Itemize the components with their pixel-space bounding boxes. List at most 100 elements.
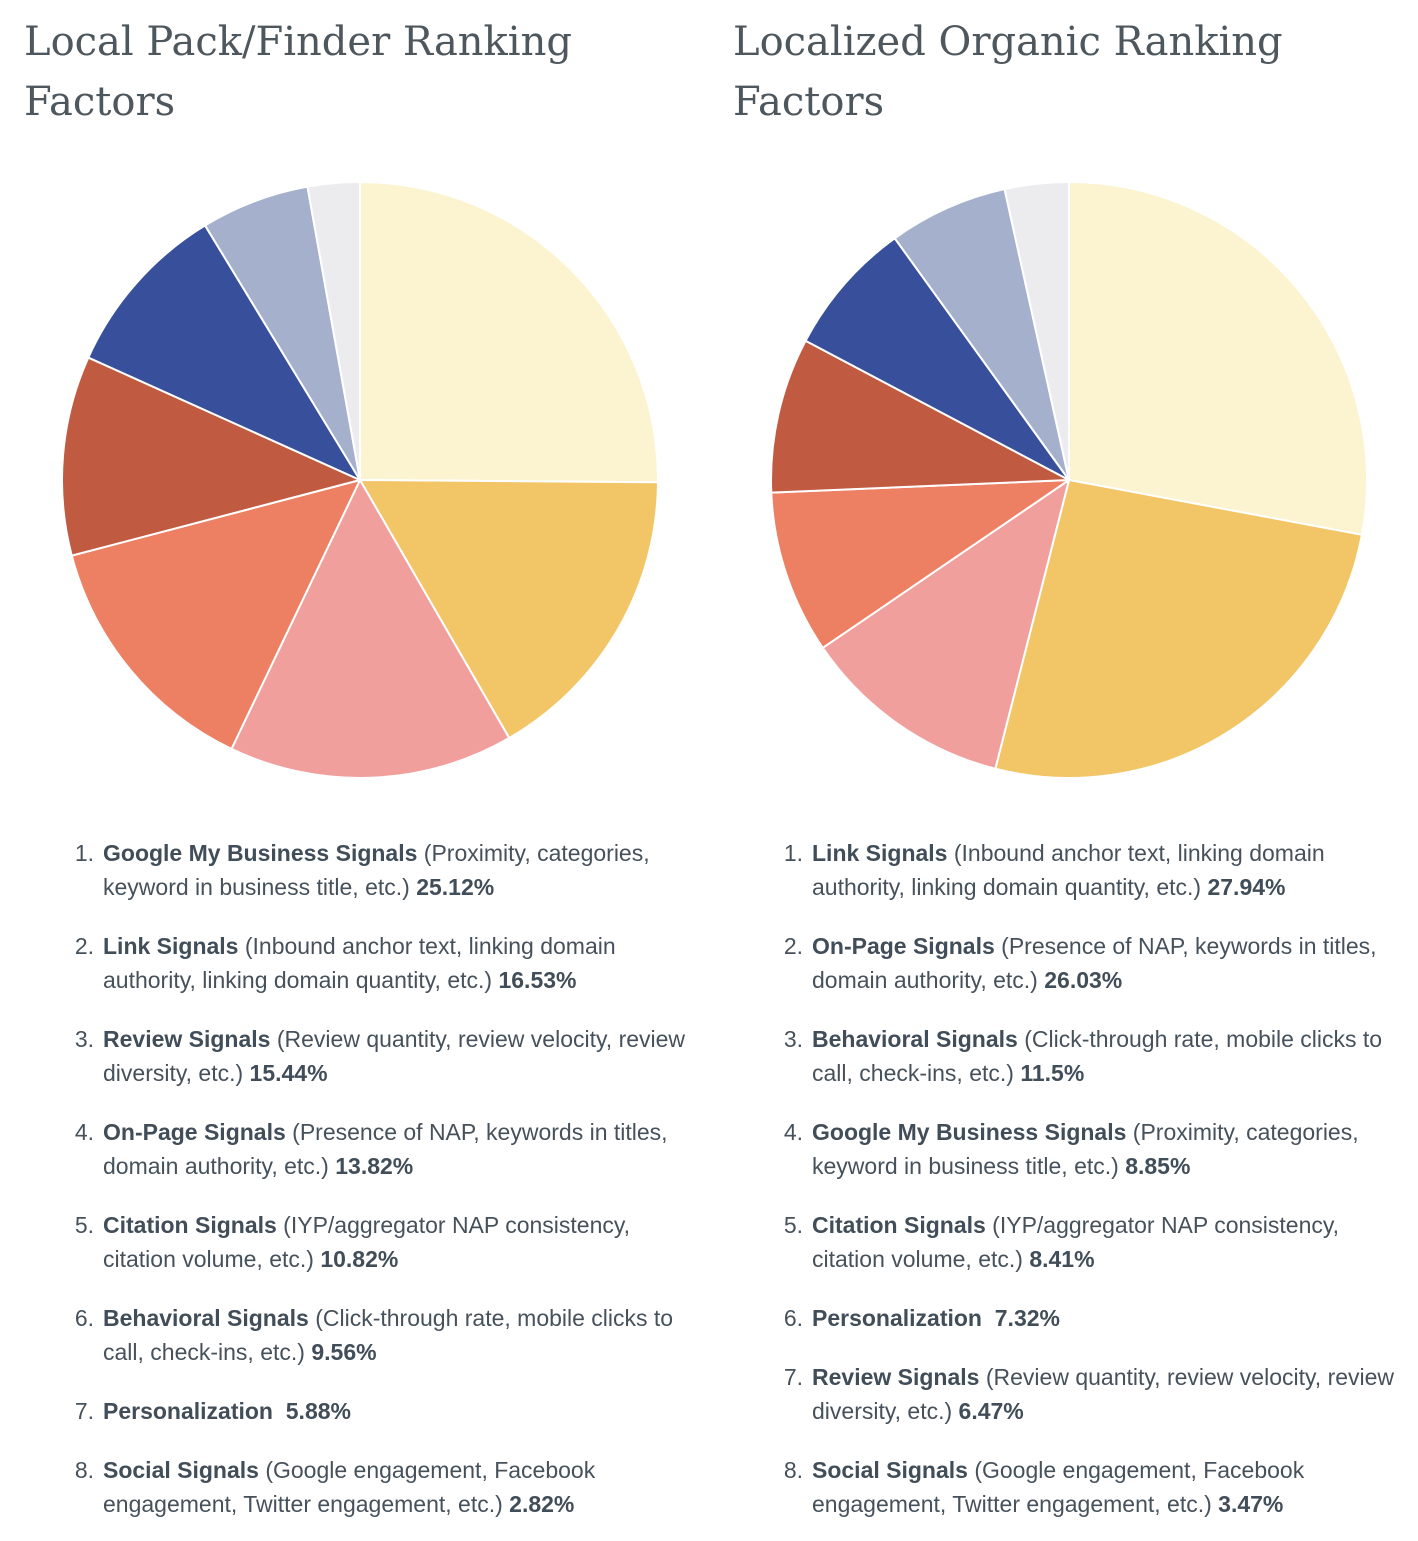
legend-item-number: 1. bbox=[74, 840, 94, 866]
legend-item-name: Google My Business Signals bbox=[103, 840, 418, 866]
legend-item-number: 6. bbox=[74, 1305, 94, 1331]
legend-item-text: Citation Signals (IYP/aggregator NAP con… bbox=[103, 1208, 695, 1276]
legend-item-percent: 25.12% bbox=[416, 874, 495, 900]
legend-item-number: 4. bbox=[74, 1119, 94, 1145]
legend-item-desc: (Presence of NAP, keywords in titles, do… bbox=[103, 1119, 668, 1179]
legend-item-name: Personalization bbox=[103, 1398, 273, 1424]
legend-item-percent: 27.94% bbox=[1207, 874, 1286, 900]
legend-item-text: Link Signals (Inbound anchor text, linki… bbox=[812, 836, 1404, 904]
legend-item-percent: 5.88% bbox=[285, 1398, 351, 1424]
legend-item-percent: 26.03% bbox=[1044, 967, 1123, 993]
legend-item-name: Personalization bbox=[812, 1305, 982, 1331]
legend-item-text: Personalization 7.32% bbox=[812, 1301, 1404, 1335]
legend-item: 2. Link Signals (Inbound anchor text, lin… bbox=[50, 929, 695, 997]
legend-item-percent: 10.82% bbox=[320, 1246, 399, 1272]
legend-item-percent: 9.56% bbox=[311, 1339, 377, 1365]
legend-item-name: Behavioral Signals bbox=[812, 1026, 1018, 1052]
legend-item-text: Review Signals (Review quantity, review … bbox=[812, 1360, 1404, 1428]
legend-item-desc: (Inbound anchor text, linking domain aut… bbox=[103, 933, 616, 993]
localized-organic-column: Localized Organic Ranking Factors 1. Link… bbox=[709, 0, 1418, 1541]
legend-item-desc: (Click-through rate, mobile clicks to ca… bbox=[812, 1026, 1383, 1086]
legend-item-text: On-Page Signals (Presence of NAP, keywor… bbox=[103, 1115, 695, 1183]
legend-item-percent: 6.47% bbox=[958, 1398, 1024, 1424]
legend-item-text: Google My Business Signals (Proximity, c… bbox=[103, 836, 695, 904]
pie-slice bbox=[1067, 181, 1368, 536]
legend-item-desc: (Review quantity, review velocity, revie… bbox=[103, 1026, 686, 1086]
pie-slice bbox=[821, 479, 1070, 770]
legend-item-percent: 11.5% bbox=[1020, 1060, 1085, 1086]
legend-item-desc: (Review quantity, review velocity, revie… bbox=[812, 1364, 1395, 1424]
pie-slice bbox=[893, 188, 1070, 481]
legend-item-number: 5. bbox=[783, 1212, 803, 1238]
legend-item-name: Link Signals bbox=[812, 840, 948, 866]
localized-organic-legend-list: 1. Link Signals (Inbound anchor text, lin… bbox=[733, 836, 1404, 1521]
legend-item-percent: 15.44% bbox=[249, 1060, 328, 1086]
pie-slice bbox=[358, 479, 659, 739]
legend-item-number: 3. bbox=[783, 1026, 803, 1052]
legend-item-desc: (Proximity, categories, keyword in busin… bbox=[812, 1119, 1359, 1179]
legend-item-number: 2. bbox=[74, 933, 94, 959]
localized-organic-pie-chart bbox=[769, 181, 1368, 779]
legend-item-text: Citation Signals (IYP/aggregator NAP con… bbox=[812, 1208, 1404, 1276]
legend-item-name: Link Signals bbox=[103, 933, 239, 959]
localized-organic-chart-title: Localized Organic Ranking Factors bbox=[733, 19, 1283, 125]
local-pack-column: Local Pack/Finder Ranking Factors 1. Goog… bbox=[24, 19, 695, 1521]
legend-item-text: Behavioral Signals (Click-through rate, … bbox=[103, 1301, 695, 1369]
legend-item-desc: (Inbound anchor text, linking domain aut… bbox=[812, 840, 1325, 900]
legend-item-number: 6. bbox=[783, 1305, 803, 1331]
legend-item-text: Link Signals (Inbound anchor text, linki… bbox=[103, 929, 695, 997]
legend-item-name: Review Signals bbox=[812, 1364, 980, 1390]
pie-slice bbox=[86, 224, 361, 481]
legend-item: 5. Citation Signals (IYP/aggregator NAP c… bbox=[50, 1208, 695, 1276]
legend-item-desc: (Presence of NAP, keywords in titles, do… bbox=[812, 933, 1377, 993]
legend-item-text: On-Page Signals (Presence of NAP, keywor… bbox=[812, 929, 1404, 997]
legend-item-number: 7. bbox=[74, 1398, 94, 1424]
legend-item-percent: 8.41% bbox=[1029, 1246, 1095, 1272]
legend-item: 4. Google My Business Signals (Proximity,… bbox=[759, 1115, 1404, 1183]
pie-slice bbox=[70, 479, 361, 750]
legend-item-desc: (IYP/aggregator NAP consistency, citatio… bbox=[103, 1212, 631, 1272]
legend-item: 6. Behavioral Signals (Click-through rate… bbox=[50, 1301, 695, 1369]
legend-item-text: Social Signals (Google engagement, Faceb… bbox=[103, 1453, 695, 1521]
legend-item-name: On-Page Signals bbox=[103, 1119, 286, 1145]
legend-item-desc bbox=[982, 1305, 995, 1331]
legend-item-name: Citation Signals bbox=[812, 1212, 986, 1238]
legend-item-number: 5. bbox=[74, 1212, 94, 1238]
legend-item: 8. Social Signals (Google engagement, Fac… bbox=[50, 1453, 695, 1521]
legend-item: 2. On-Page Signals (Presence of NAP, keyw… bbox=[759, 929, 1404, 997]
legend-item: 1. Google My Business Signals (Proximity,… bbox=[50, 836, 695, 904]
legend-item-number: 3. bbox=[74, 1026, 94, 1052]
legend-item: 3. Review Signals (Review quantity, revie… bbox=[50, 1022, 695, 1090]
pie-slice bbox=[993, 479, 1363, 779]
pie-slice bbox=[358, 181, 659, 484]
legend-item-desc: (Proximity, categories, keyword in busin… bbox=[103, 840, 650, 900]
pie-slice bbox=[60, 356, 361, 557]
legend-item-percent: 2.82% bbox=[509, 1491, 575, 1517]
legend-item-text: Google My Business Signals (Proximity, c… bbox=[812, 1115, 1404, 1183]
legend-item: 7. Review Signals (Review quantity, revie… bbox=[759, 1360, 1404, 1428]
legend-item-percent: 16.53% bbox=[498, 967, 577, 993]
pie-slice bbox=[769, 339, 1070, 494]
legend-item-number: 1. bbox=[783, 840, 803, 866]
legend-item-name: Citation Signals bbox=[103, 1212, 277, 1238]
pie-slice bbox=[305, 181, 361, 481]
local-pack-legend-list: 1. Google My Business Signals (Proximity,… bbox=[24, 836, 695, 1521]
legend-item-number: 2. bbox=[783, 933, 803, 959]
local-pack-pie-chart bbox=[60, 181, 659, 779]
legend-item-name: Google My Business Signals bbox=[812, 1119, 1127, 1145]
legend-item-number: 8. bbox=[783, 1457, 803, 1483]
localized-organic-pie-wrap bbox=[733, 176, 1404, 784]
legend-item: 7. Personalization 5.88% bbox=[50, 1394, 695, 1428]
pie-slice bbox=[230, 479, 510, 779]
pie-slice bbox=[804, 237, 1070, 481]
local-pack-chart-title: Local Pack/Finder Ranking Factors bbox=[24, 19, 572, 125]
legend-item-name: Social Signals bbox=[103, 1457, 259, 1483]
legend-item-percent: 7.32% bbox=[994, 1305, 1060, 1331]
legend-item-desc: (Click-through rate, mobile clicks to ca… bbox=[103, 1305, 674, 1365]
legend-item-name: Behavioral Signals bbox=[103, 1305, 309, 1331]
legend-item-text: Review Signals (Review quantity, review … bbox=[103, 1022, 695, 1090]
legend-item: 3. Behavioral Signals (Click-through rate… bbox=[759, 1022, 1404, 1090]
legend-item: 8. Social Signals (Google engagement, Fac… bbox=[759, 1453, 1404, 1521]
local-pack-pie-wrap bbox=[24, 176, 695, 784]
